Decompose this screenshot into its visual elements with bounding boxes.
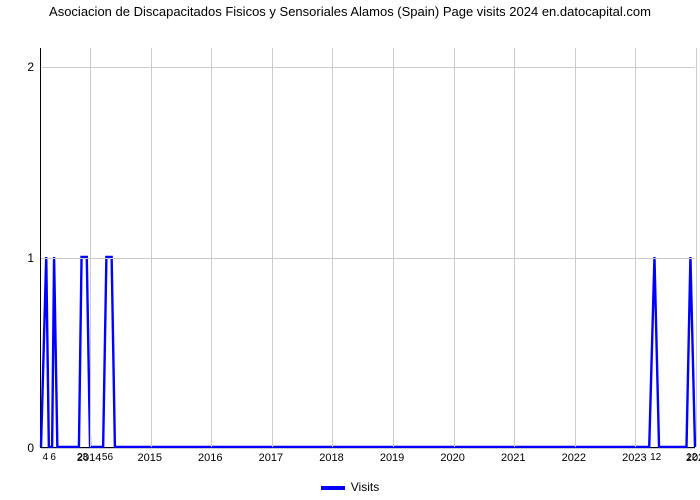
- x-tick-label: 2016: [198, 452, 222, 464]
- grid-line-vertical: [393, 48, 394, 447]
- x-data-label: 56: [102, 452, 113, 463]
- y-tick-label: 0: [18, 441, 34, 455]
- x-data-label: 6: [50, 452, 56, 463]
- visits-line: [41, 48, 695, 447]
- grid-line-vertical: [151, 48, 152, 447]
- x-tick-label: 2018: [319, 452, 343, 464]
- grid-line-vertical: [635, 48, 636, 447]
- legend-swatch: [321, 486, 345, 490]
- grid-line-vertical: [514, 48, 515, 447]
- legend-label: Visits: [351, 480, 379, 494]
- grid-line-horizontal: [41, 258, 695, 259]
- visits-line-chart: Asociacion de Discapacitados Fisicos y S…: [0, 0, 700, 500]
- plot-area: [40, 48, 695, 448]
- x-tick-label: 2023: [622, 452, 646, 464]
- x-tick-label: 2019: [380, 452, 404, 464]
- grid-line-vertical: [272, 48, 273, 447]
- x-tick-label: 2015: [137, 452, 161, 464]
- grid-line-vertical: [454, 48, 455, 447]
- grid-line-vertical: [211, 48, 212, 447]
- grid-line-vertical: [696, 48, 697, 447]
- x-tick-label: 2021: [501, 452, 525, 464]
- x-tick-label: 2020: [440, 452, 464, 464]
- y-tick-label: 1: [18, 251, 34, 265]
- x-data-label: 4: [42, 452, 48, 463]
- grid-line-vertical: [575, 48, 576, 447]
- x-data-label: 12: [686, 452, 697, 463]
- chart-legend: Visits: [0, 480, 700, 494]
- x-data-label: 12: [650, 452, 661, 463]
- x-data-label: 23: [77, 452, 88, 463]
- y-tick-label: 2: [18, 60, 34, 74]
- grid-line-horizontal: [41, 448, 695, 449]
- x-tick-label: 2022: [562, 452, 586, 464]
- grid-line-vertical: [90, 48, 91, 447]
- grid-line-vertical: [332, 48, 333, 447]
- grid-line-horizontal: [41, 67, 695, 68]
- chart-title: Asociacion de Discapacitados Fisicos y S…: [0, 4, 700, 21]
- x-tick-label: 2017: [259, 452, 283, 464]
